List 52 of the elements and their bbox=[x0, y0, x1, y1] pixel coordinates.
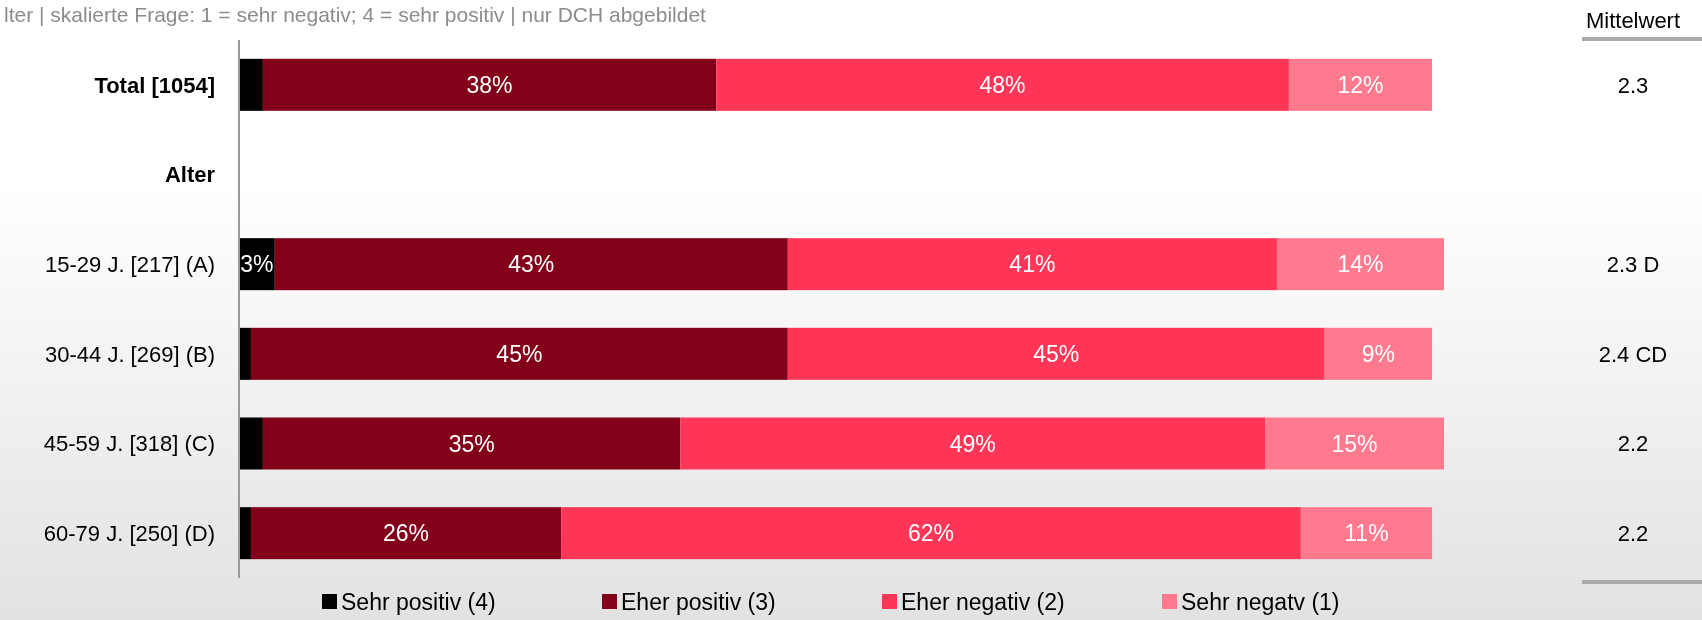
data-label: 9% bbox=[1361, 340, 1396, 367]
data-label: 11% bbox=[1344, 520, 1389, 547]
data-label: 48% bbox=[979, 71, 1026, 98]
legend-label: Eher positiv (3) bbox=[621, 589, 776, 616]
data-label: 62% bbox=[907, 520, 954, 547]
data-label: 14% bbox=[1337, 251, 1384, 278]
bar bbox=[1288, 58, 1433, 111]
data-label: 45% bbox=[496, 340, 543, 367]
bar bbox=[274, 238, 788, 291]
legend-label: Sehr positiv (4) bbox=[341, 589, 496, 616]
legend-label: Eher negativ (2) bbox=[901, 589, 1065, 616]
data-label: 45% bbox=[1033, 340, 1080, 367]
y-tick-label: Alter bbox=[164, 162, 216, 188]
data-label: 43% bbox=[508, 251, 555, 278]
bar bbox=[239, 417, 263, 470]
bar bbox=[787, 327, 1325, 380]
text: Mittelwert bbox=[1585, 8, 1681, 33]
bar bbox=[262, 417, 681, 470]
y-tick-label: 45-59 J. [318] (C) bbox=[43, 431, 215, 457]
text: 2.2 bbox=[1617, 431, 1649, 457]
bar bbox=[1324, 327, 1433, 380]
data-label: 38% bbox=[466, 71, 513, 98]
text: 2.3 D bbox=[1606, 251, 1660, 277]
chart-subtitle: lter | skalierte Frage: 1 = sehr negativ; 4 = sehr positiv | nur DCH abgebildet bbox=[4, 3, 707, 26]
bar bbox=[1276, 238, 1444, 291]
bar bbox=[239, 58, 263, 111]
bar bbox=[561, 507, 1301, 560]
bar bbox=[239, 327, 251, 380]
data-label: 35% bbox=[448, 430, 495, 457]
text: 2.3 bbox=[1617, 72, 1649, 98]
y-tick-label: 30-44 J. [269] (B) bbox=[45, 341, 215, 367]
text: 2.4 CD bbox=[1598, 341, 1668, 367]
data-label: 15% bbox=[1331, 430, 1378, 457]
bar bbox=[239, 507, 251, 560]
data-label: 12% bbox=[1337, 71, 1384, 98]
data-label: 41% bbox=[1009, 251, 1056, 278]
text: 2.2 bbox=[1617, 520, 1649, 546]
bar bbox=[250, 507, 562, 560]
bar bbox=[250, 327, 788, 380]
data-label: 3% bbox=[240, 251, 274, 278]
legend-label: Sehr negatv (1) bbox=[1181, 589, 1340, 616]
bar bbox=[262, 58, 717, 111]
bar bbox=[1265, 417, 1444, 470]
bar bbox=[1300, 507, 1433, 560]
y-tick-label: 60-79 J. [250] (D) bbox=[43, 520, 215, 546]
data-label: 49% bbox=[949, 430, 996, 457]
y-tick-label: Total [1054] bbox=[94, 72, 215, 98]
y-tick-label: 15-29 J. [217] (A) bbox=[45, 251, 215, 277]
bar bbox=[787, 238, 1277, 291]
bar bbox=[716, 58, 1289, 111]
bar bbox=[680, 417, 1266, 470]
data-label: 26% bbox=[383, 520, 430, 547]
